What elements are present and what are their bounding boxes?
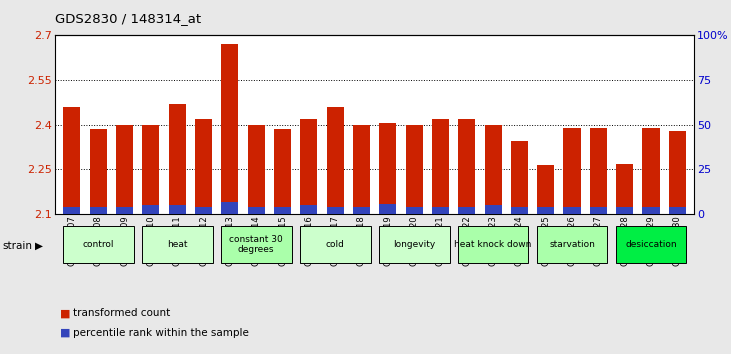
Bar [511,141,528,214]
Bar [353,207,370,214]
Text: heat knock down: heat knock down [455,240,531,249]
Bar [274,129,291,214]
Bar [327,207,344,214]
Bar [590,207,607,214]
Bar [564,207,580,214]
Text: ■: ■ [60,328,70,338]
Bar [432,207,449,214]
Bar [143,125,159,214]
Bar [248,207,265,214]
Bar [221,225,292,263]
Bar [353,125,370,214]
Text: strain: strain [2,241,32,251]
Bar [116,125,133,214]
Bar [274,207,291,214]
Bar [643,207,659,214]
Bar [379,123,396,214]
Bar [458,225,529,263]
Bar [537,225,607,263]
Bar [379,204,396,214]
Bar [221,202,238,214]
Bar [616,207,633,214]
Bar [64,207,80,214]
Bar [379,225,450,263]
Text: percentile rank within the sample: percentile rank within the sample [73,328,249,338]
Bar [300,205,317,214]
Text: cold: cold [326,240,344,249]
Text: heat: heat [167,240,187,249]
Text: ■: ■ [60,308,70,318]
Bar [64,107,80,214]
Bar [90,129,107,214]
Bar [90,207,107,214]
Bar [195,119,212,214]
Bar [485,205,501,214]
Bar [564,128,580,214]
Bar [143,205,159,214]
Bar [669,207,686,214]
Text: longevity: longevity [393,240,435,249]
Bar [458,119,475,214]
Text: constant 30
degrees: constant 30 degrees [230,235,283,254]
Bar [169,104,186,214]
Bar [63,225,134,263]
Bar [300,225,371,263]
Text: GDS2830 / 148314_at: GDS2830 / 148314_at [55,12,201,25]
Bar [616,225,686,263]
Text: transformed count: transformed count [73,308,170,318]
Bar [537,165,554,214]
Bar [537,207,554,214]
Bar [669,131,686,214]
Bar [248,125,265,214]
Bar [142,225,213,263]
Text: ▶: ▶ [35,241,43,251]
Text: starvation: starvation [549,240,595,249]
Bar [432,119,449,214]
Bar [458,207,475,214]
Bar [616,164,633,214]
Bar [221,44,238,214]
Bar [511,207,528,214]
Bar [406,125,423,214]
Bar [590,128,607,214]
Bar [169,205,186,214]
Bar [327,107,344,214]
Bar [643,128,659,214]
Bar [485,125,501,214]
Bar [406,207,423,214]
Text: control: control [83,240,114,249]
Bar [116,207,133,214]
Text: desiccation: desiccation [625,240,677,249]
Bar [195,207,212,214]
Bar [300,119,317,214]
